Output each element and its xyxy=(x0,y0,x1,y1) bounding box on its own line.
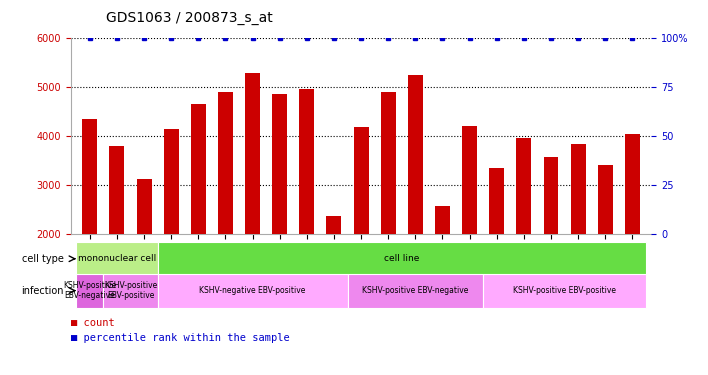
Text: KSHV-negative EBV-positive: KSHV-negative EBV-positive xyxy=(200,286,306,295)
Bar xyxy=(218,92,233,234)
Bar xyxy=(516,138,531,234)
Text: mononuclear cell: mononuclear cell xyxy=(78,254,156,263)
Bar xyxy=(544,157,559,234)
Bar xyxy=(408,75,423,234)
Bar xyxy=(348,274,483,308)
Bar xyxy=(326,216,341,234)
Text: ■ count: ■ count xyxy=(71,318,115,328)
Bar xyxy=(381,92,396,234)
Bar xyxy=(103,274,158,308)
Bar xyxy=(76,274,103,308)
Text: KSHV-positive EBV-positive: KSHV-positive EBV-positive xyxy=(513,286,616,295)
Bar xyxy=(273,94,287,234)
Bar xyxy=(462,126,477,234)
Bar xyxy=(245,73,260,234)
Bar xyxy=(571,144,586,234)
Bar xyxy=(435,206,450,234)
Bar xyxy=(598,165,612,234)
Bar xyxy=(191,104,206,234)
Bar xyxy=(353,127,369,234)
Text: ■ percentile rank within the sample: ■ percentile rank within the sample xyxy=(71,333,290,343)
Bar xyxy=(137,179,152,234)
Bar xyxy=(489,168,504,234)
Bar xyxy=(76,242,158,276)
Bar xyxy=(299,89,314,234)
Text: GDS1063 / 200873_s_at: GDS1063 / 200873_s_at xyxy=(106,11,273,25)
Text: infection: infection xyxy=(21,286,64,296)
Text: cell type: cell type xyxy=(22,254,64,264)
Text: KSHV-positive
EBV-negative: KSHV-positive EBV-negative xyxy=(63,281,116,300)
Text: KSHV-positive
EBV-positive: KSHV-positive EBV-positive xyxy=(104,281,157,300)
Bar xyxy=(110,146,125,234)
Bar xyxy=(164,129,178,234)
Text: cell line: cell line xyxy=(384,254,419,263)
Bar xyxy=(158,274,348,308)
Bar xyxy=(483,274,646,308)
Bar xyxy=(158,242,646,276)
Bar xyxy=(82,119,97,234)
Bar xyxy=(625,134,640,234)
Text: KSHV-positive EBV-negative: KSHV-positive EBV-negative xyxy=(362,286,469,295)
